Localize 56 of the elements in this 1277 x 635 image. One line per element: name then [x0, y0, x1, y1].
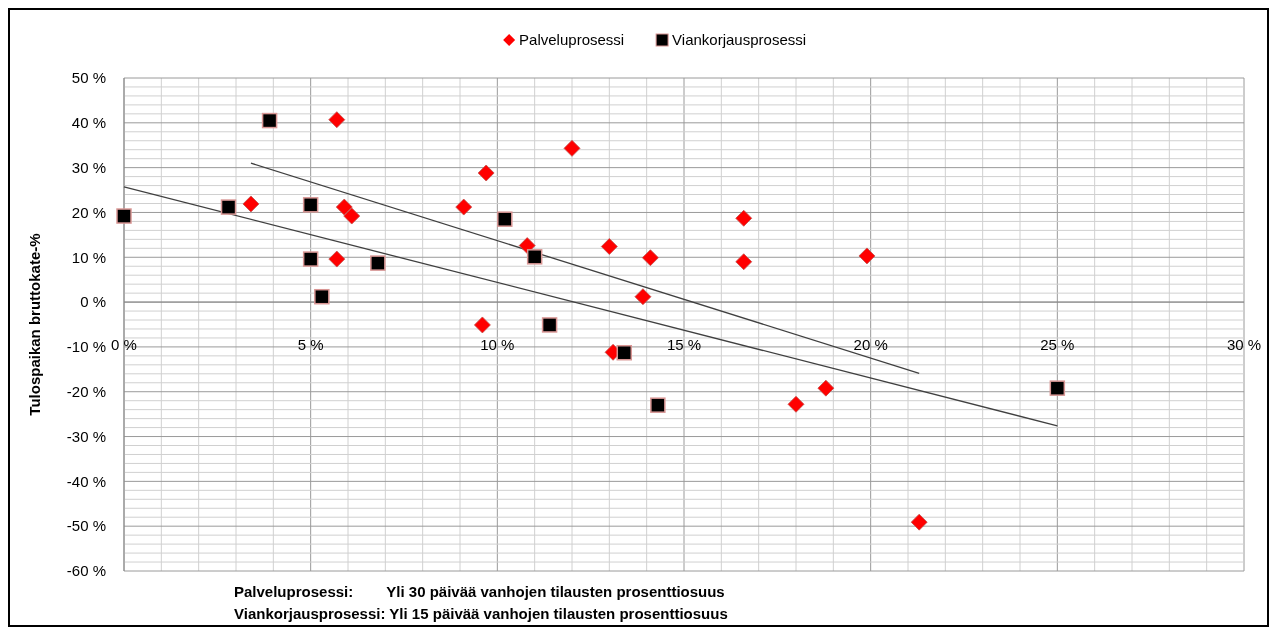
y-tick-label: -20 %	[66, 382, 106, 400]
point	[642, 249, 659, 267]
point	[600, 238, 618, 255]
point	[328, 111, 346, 129]
point	[541, 317, 558, 333]
point	[477, 164, 495, 182]
point	[474, 316, 491, 334]
point	[328, 250, 346, 268]
point	[220, 199, 237, 215]
x-tick-label: 10 %	[480, 336, 515, 354]
y-axis-title: Tulospaikan bruttokate-%	[26, 233, 43, 416]
point	[343, 207, 361, 225]
point	[302, 251, 319, 267]
y-tick-label: 0 %	[80, 293, 106, 311]
y-tick-label: -50 %	[66, 517, 106, 535]
x-tick-label: 5 %	[297, 336, 324, 354]
x-tick-label: 15 %	[666, 336, 702, 354]
point	[1049, 380, 1066, 396]
y-tick-label: 40 %	[71, 114, 106, 132]
point	[616, 344, 633, 361]
y-tick-label: 20 %	[71, 203, 106, 221]
point	[634, 288, 652, 306]
text: Palveluprosessi: Yli 30 päivää vanhojen tilausten prosenttiosuus	[234, 583, 725, 600]
text: Viankorjausprosessi: Yli 15 päivää vanhojen tilausten prosenttiosuus	[234, 605, 728, 622]
y-tick-label: -30 %	[66, 427, 106, 445]
y-tick-label: 50 %	[71, 69, 106, 87]
x-tick-label: 20 %	[853, 336, 888, 354]
point	[497, 211, 513, 227]
point	[650, 397, 666, 413]
point	[518, 237, 536, 255]
legend-label: Palveluprosessi	[519, 31, 625, 49]
point	[563, 139, 581, 157]
x-tick-label: 30 %	[1226, 336, 1262, 354]
point	[817, 379, 835, 397]
y-tick-label: -40 %	[66, 472, 106, 490]
point	[370, 255, 386, 271]
point	[314, 288, 330, 305]
x-tick-label: 25 %	[1040, 336, 1075, 354]
point	[910, 513, 928, 531]
point	[116, 208, 132, 224]
point	[735, 209, 753, 227]
point	[261, 112, 278, 129]
point	[335, 198, 353, 216]
point	[787, 395, 805, 413]
point	[526, 249, 543, 265]
y-tick-label: -60 %	[66, 562, 106, 580]
y-tick-label: 10 %	[71, 248, 106, 266]
point	[455, 198, 473, 216]
point	[858, 247, 876, 265]
y-tick-label: -10 %	[66, 338, 106, 356]
legend-label: Viankorjausprosessi	[672, 31, 807, 49]
y-tick-label: 30 %	[71, 158, 106, 176]
point	[735, 253, 753, 271]
point	[242, 195, 260, 213]
point	[302, 197, 319, 213]
x-tick-label: 0 %	[111, 336, 137, 354]
